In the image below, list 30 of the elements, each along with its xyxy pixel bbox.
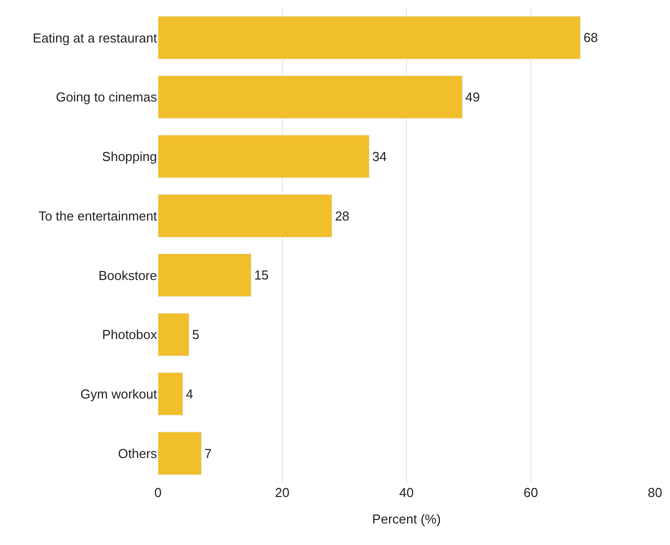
y-tick-label: Eating at a restaurant <box>32 30 158 46</box>
bar <box>158 134 370 178</box>
bar <box>158 254 252 297</box>
x-tick-label: 20 <box>275 485 290 500</box>
data-label: 5 <box>192 327 200 342</box>
x-axis-title: Percent (%) <box>372 512 441 527</box>
data-label: 15 <box>254 268 269 283</box>
x-tick-label: 0 <box>154 485 162 500</box>
bar <box>158 194 332 238</box>
data-label: 4 <box>186 386 194 402</box>
x-tick-label: 60 <box>524 485 538 500</box>
bar <box>158 432 202 475</box>
data-label: 7 <box>204 446 212 461</box>
y-tick-label: Gym workout <box>80 386 158 402</box>
y-tick-label: To the entertainment <box>38 208 158 224</box>
data-label: 68 <box>583 30 598 46</box>
data-label: 28 <box>334 208 350 224</box>
y-tick-label: Shopping <box>102 148 157 164</box>
data-label: 34 <box>372 148 387 164</box>
bar <box>158 75 463 119</box>
bar <box>158 372 184 416</box>
x-tick-label: 40 <box>399 485 414 500</box>
y-tick-label: Going to cinemas <box>56 90 158 105</box>
y-tick-label: Bookstore <box>98 268 157 283</box>
y-tick-label: Photobox <box>102 327 158 342</box>
bar <box>158 312 190 356</box>
y-tick-label: Others <box>118 446 158 461</box>
bar <box>158 16 581 60</box>
data-label: 49 <box>465 90 480 105</box>
x-tick-label: 80 <box>648 485 662 500</box>
